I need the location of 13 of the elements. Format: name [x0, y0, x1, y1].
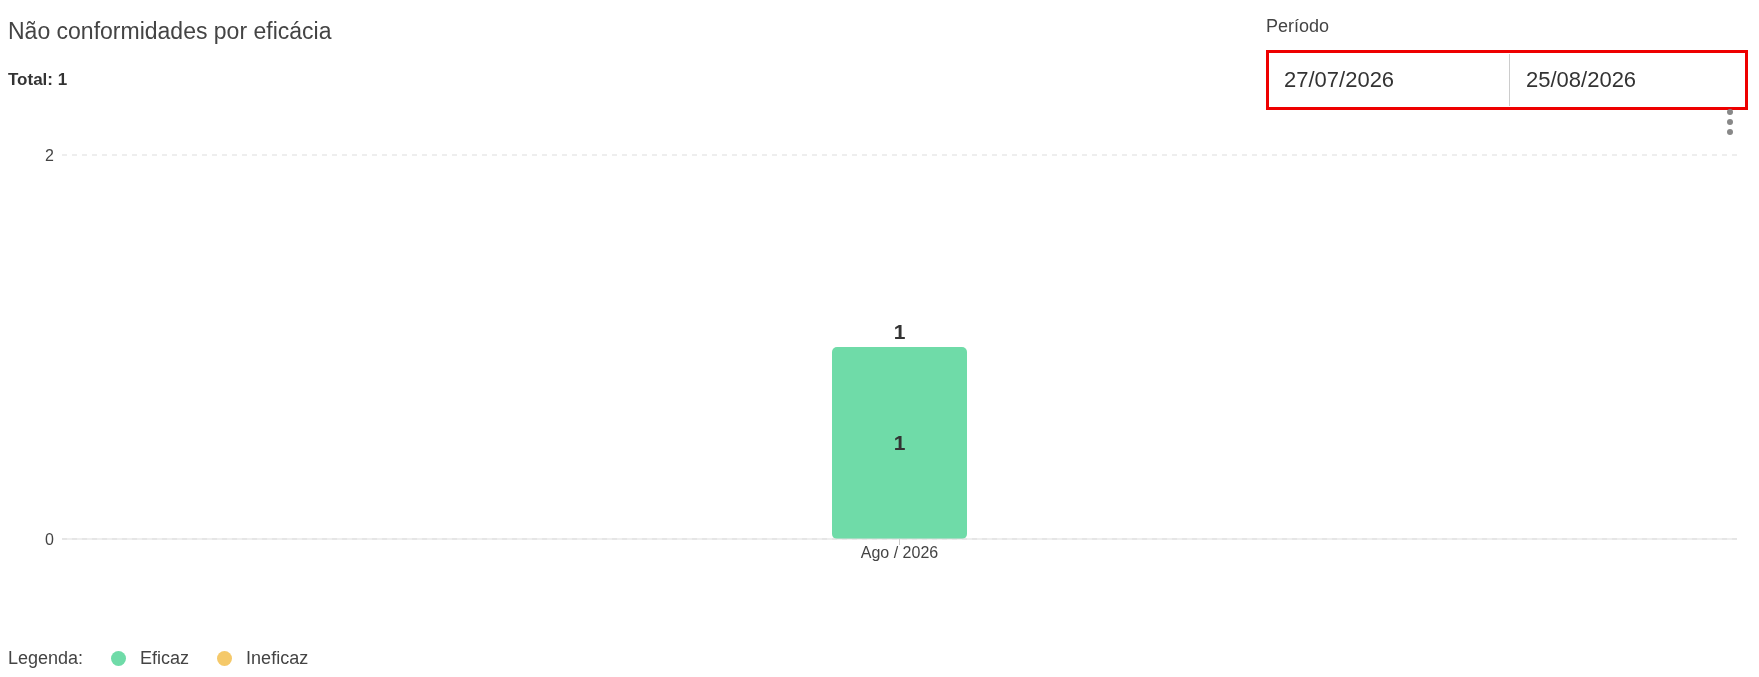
- legend-title: Legenda:: [8, 648, 84, 669]
- total-label: 1: [893, 320, 906, 343]
- y-tick-label: 0: [45, 530, 55, 548]
- legend-label: Eficaz: [139, 648, 190, 669]
- x-tick-label: Ago / 2026: [860, 544, 939, 562]
- data-label: 1: [893, 431, 906, 454]
- text: 25/08/2026: [1525, 66, 1638, 94]
- legend-label: Ineficaz: [245, 648, 309, 669]
- y-tick-label: 2: [45, 146, 55, 164]
- chart-title: Não conformidades por eficácia: [8, 18, 332, 45]
- chart-subtitle: Total: 1: [8, 70, 68, 90]
- text: Período: [1266, 16, 1330, 37]
- text: 27/07/2026: [1270, 54, 1510, 106]
